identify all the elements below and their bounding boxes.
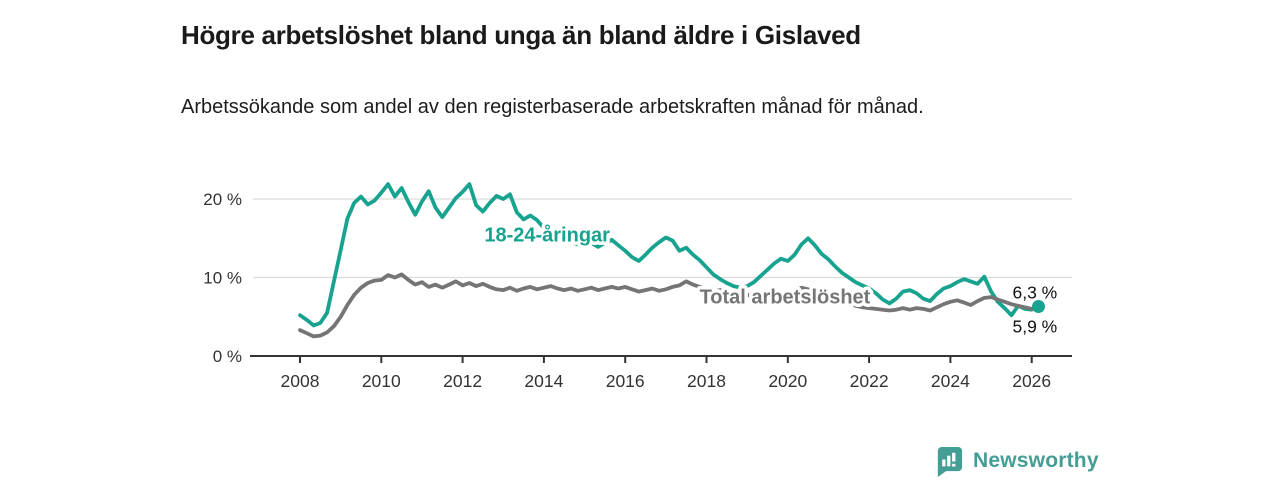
- x-axis-tick-label: 2016: [606, 371, 645, 391]
- newsworthy-logo: Newsworthy: [933, 445, 1099, 477]
- series-end-value-label: 5,9 %: [1012, 317, 1057, 337]
- series-line-Total arbetslöshet: [298, 272, 1041, 339]
- x-axis-tick-label: 2018: [687, 371, 726, 391]
- series-line-18-24-åringar: [298, 182, 1041, 328]
- x-axis-tick-label: 2014: [524, 371, 563, 391]
- series-label-18-24-åringar: 18-24-åringar: [484, 223, 610, 246]
- newsworthy-speech-bubble-bar-chart-icon: [937, 446, 963, 477]
- x-axis-tick-label: 2026: [1012, 371, 1051, 391]
- x-axis-tick-label: 2022: [850, 371, 889, 391]
- x-axis-tick-label: 2010: [362, 371, 401, 391]
- chart-svg: 0 % 10 % 20 % 2008 2010 2012 2014 2016 2018 2020 2…: [203, 182, 1072, 391]
- brand-wordmark: Newsworthy: [973, 449, 1099, 472]
- y-axis-tick-label: 20 %: [203, 190, 242, 209]
- x-axis-tick-label: 2008: [281, 371, 320, 391]
- x-axis-tick-label: 2020: [768, 371, 807, 391]
- x-axis-tick-label: 2024: [931, 371, 970, 391]
- y-axis-tick-label: 0 %: [213, 347, 242, 366]
- line-chart: 0 % 10 % 20 % 2008 2010 2012 2014 2016 2018 2020 2…: [180, 155, 1100, 405]
- y-axis-tick-label: 10 %: [203, 269, 242, 288]
- series-end-dot: [1031, 300, 1045, 314]
- series-end-value-label: 6,3 %: [1012, 283, 1057, 303]
- x-axis-tick-label: 2012: [443, 371, 482, 391]
- page-title: Högre arbetslöshet bland unga än bland ä…: [181, 20, 861, 51]
- chart-subtitle: Arbetssökande som andel av den registerb…: [181, 96, 924, 118]
- series-label-Total arbetslöshet: Total arbetslöshet: [700, 286, 871, 308]
